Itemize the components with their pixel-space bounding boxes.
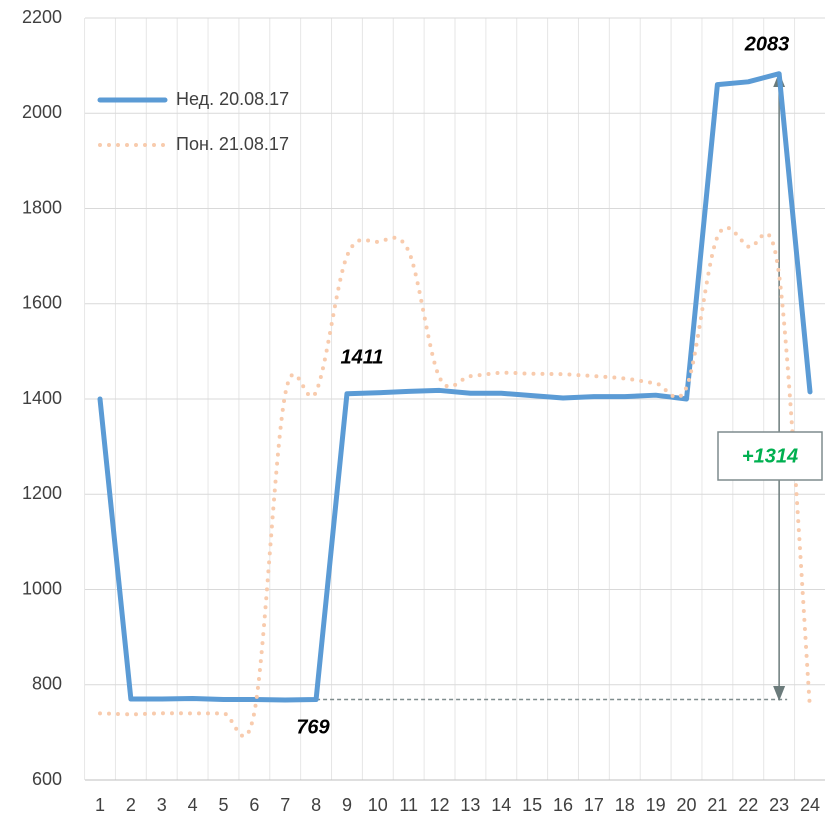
y-tick-label: 1800 [22,197,62,217]
y-tick-label: 1000 [22,578,62,598]
x-tick-label: 6 [249,795,259,815]
x-tick-label: 2 [126,795,136,815]
x-tick-label: 18 [615,795,635,815]
x-tick-label: 20 [677,795,697,815]
annotation: 1411 [340,346,383,368]
x-tick-label: 3 [157,795,167,815]
legend-label: Нед. 20.08.17 [176,89,289,109]
x-tick-label: 24 [800,795,820,815]
annotation: 2083 [744,33,790,55]
x-tick-label: 23 [769,795,789,815]
annotation: 769 [296,716,330,738]
x-tick-label: 9 [342,795,352,815]
series-line [97,71,813,703]
y-tick-label: 1200 [22,483,62,503]
y-tick-label: 2200 [22,7,62,27]
x-tick-label: 19 [646,795,666,815]
x-tick-label: 1 [95,795,105,815]
annotation: +1314 [742,445,798,467]
y-tick-label: 600 [32,769,62,789]
x-tick-label: 4 [188,795,198,815]
x-tick-label: 17 [584,795,604,815]
legend-label: Пон. 21.08.17 [176,134,289,154]
annotation-box [717,431,823,481]
y-tick-label: 800 [32,674,62,694]
x-tick-label: 10 [368,795,388,815]
x-tick-label: 7 [280,795,290,815]
x-tick-label: 8 [311,795,321,815]
x-tick-label: 21 [707,795,727,815]
y-tick-label: 2000 [22,102,62,122]
series-line [98,225,812,739]
x-tick-label: 22 [738,795,758,815]
x-tick-label: 16 [553,795,573,815]
x-tick-label: 14 [491,795,511,815]
x-tick-label: 11 [399,795,418,815]
x-tick-label: 12 [430,795,450,815]
x-tick-label: 13 [460,795,480,815]
y-tick-label: 1600 [22,293,62,313]
x-tick-label: 5 [218,795,228,815]
y-tick-label: 1400 [22,388,62,408]
x-tick-label: 15 [522,795,542,815]
